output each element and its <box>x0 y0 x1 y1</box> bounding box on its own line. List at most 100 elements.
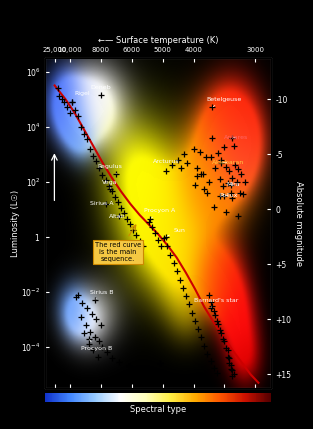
Point <box>97 338 102 345</box>
Point <box>86 341 91 347</box>
Point <box>210 302 215 309</box>
Point <box>85 305 90 312</box>
Point <box>213 165 218 172</box>
Point <box>100 344 105 350</box>
Point <box>216 149 221 156</box>
Point <box>191 145 196 152</box>
Point <box>122 210 127 217</box>
Point <box>88 145 93 152</box>
Text: Pollux: Pollux <box>220 193 238 198</box>
Point <box>174 268 179 275</box>
Point <box>199 334 204 341</box>
Point <box>103 177 108 184</box>
Point <box>149 224 154 231</box>
Point <box>210 134 215 141</box>
Point <box>227 354 232 361</box>
Point <box>75 112 80 119</box>
Point <box>223 208 228 215</box>
Point <box>81 330 86 337</box>
Point <box>125 215 130 222</box>
Point <box>216 320 221 327</box>
Point <box>81 130 86 137</box>
Point <box>176 156 181 163</box>
Point <box>78 123 83 130</box>
Point <box>220 335 225 342</box>
Point <box>227 360 232 367</box>
Point <box>219 156 224 163</box>
Point <box>189 309 194 316</box>
Point <box>200 170 205 177</box>
Point <box>109 354 114 361</box>
Point <box>230 367 235 374</box>
Point <box>112 193 117 200</box>
Text: Sun: Sun <box>167 228 185 236</box>
Point <box>159 243 164 250</box>
Point <box>194 173 199 180</box>
Text: Vega: Vega <box>102 180 118 189</box>
Point <box>80 299 85 306</box>
Point <box>196 326 201 332</box>
Point <box>211 308 216 314</box>
Point <box>214 317 219 324</box>
Point <box>240 191 245 198</box>
Point <box>228 189 233 196</box>
Point <box>94 158 99 165</box>
Text: Sirius A: Sirius A <box>90 201 113 206</box>
Point <box>199 170 204 177</box>
Y-axis label: Luminosity (L☉): Luminosity (L☉) <box>11 190 20 257</box>
Point <box>228 366 233 372</box>
Text: Barnard's star: Barnard's star <box>193 298 238 307</box>
Point <box>117 359 122 366</box>
Point <box>109 188 114 195</box>
Point <box>211 364 216 371</box>
Point <box>197 148 202 155</box>
Point <box>105 349 110 356</box>
Point <box>100 172 105 178</box>
Text: Procyon A: Procyon A <box>144 208 175 218</box>
Point <box>165 243 170 250</box>
Point <box>228 361 233 368</box>
Point <box>180 284 185 291</box>
Point <box>64 104 69 111</box>
Point <box>137 238 142 245</box>
Point <box>119 205 124 211</box>
Point <box>134 232 139 239</box>
Point <box>157 360 162 367</box>
Point <box>60 96 65 103</box>
Point <box>207 178 212 185</box>
Point <box>91 346 96 353</box>
Point <box>57 93 62 100</box>
Point <box>168 251 173 258</box>
Point <box>97 165 102 172</box>
Point <box>61 99 66 106</box>
Point <box>214 370 219 377</box>
Point <box>230 372 235 379</box>
Point <box>88 328 93 335</box>
Point <box>83 321 88 328</box>
X-axis label: ←— Surface temperature (K): ←— Surface temperature (K) <box>98 36 218 45</box>
Point <box>207 291 212 298</box>
Point <box>131 227 136 233</box>
Point <box>177 276 182 283</box>
Point <box>203 154 208 160</box>
Point <box>156 236 161 243</box>
X-axis label: Spectral type: Spectral type <box>130 405 186 414</box>
Point <box>85 136 90 142</box>
Point <box>92 334 97 341</box>
Point <box>217 327 222 334</box>
Point <box>208 298 213 305</box>
Point <box>55 85 60 92</box>
Text: Aldebaran: Aldebaran <box>212 160 244 165</box>
Point <box>231 371 236 378</box>
Point <box>222 144 227 151</box>
Point <box>75 291 80 298</box>
Point <box>202 342 207 349</box>
Point <box>208 357 213 364</box>
Point <box>205 189 210 196</box>
Text: Arcturus: Arcturus <box>153 159 180 164</box>
Point <box>231 142 236 149</box>
Point <box>69 99 74 106</box>
Point <box>169 162 174 169</box>
Text: Antares: Antares <box>224 135 249 140</box>
Point <box>78 313 83 320</box>
